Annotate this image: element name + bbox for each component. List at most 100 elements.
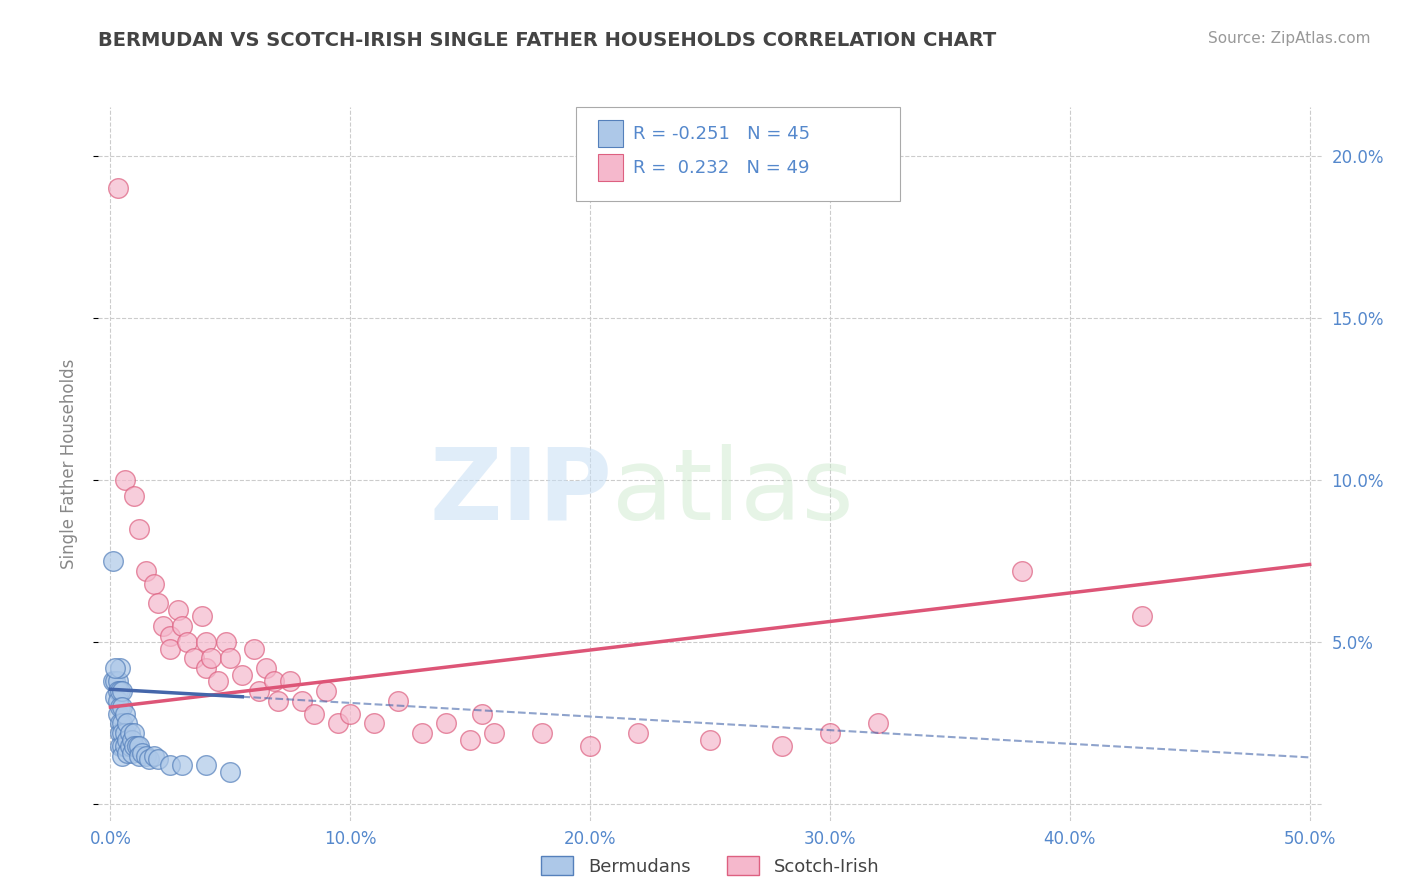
Point — [124, 739, 146, 753]
Point — [128, 522, 150, 536]
Legend: Bermudans, Scotch-Irish: Bermudans, Scotch-Irish — [534, 849, 886, 883]
Point — [263, 674, 285, 689]
Point — [172, 619, 194, 633]
Point — [135, 564, 157, 578]
Point — [107, 674, 129, 689]
Point — [104, 661, 127, 675]
Point — [108, 661, 131, 675]
Point — [267, 693, 290, 707]
Point — [190, 609, 212, 624]
Point — [770, 739, 793, 753]
Point — [128, 739, 150, 753]
Point — [115, 732, 138, 747]
Point — [108, 739, 131, 753]
Point — [114, 739, 136, 753]
Text: ZIP: ZIP — [429, 444, 612, 541]
Point — [195, 661, 218, 675]
Point — [207, 674, 229, 689]
Point — [579, 739, 602, 753]
Text: BERMUDAN VS SCOTCH-IRISH SINGLE FATHER HOUSEHOLDS CORRELATION CHART: BERMUDAN VS SCOTCH-IRISH SINGLE FATHER H… — [98, 31, 997, 50]
Point — [107, 181, 129, 195]
Point — [219, 764, 242, 779]
Point — [148, 752, 170, 766]
Point — [131, 746, 153, 760]
Point — [111, 684, 134, 698]
Point — [172, 758, 194, 772]
Point — [195, 758, 218, 772]
Point — [627, 726, 650, 740]
Y-axis label: Single Father Households: Single Father Households — [59, 359, 77, 569]
Point — [411, 726, 433, 740]
Point — [114, 706, 136, 721]
Point — [159, 641, 181, 656]
Point — [471, 706, 494, 721]
Point — [315, 684, 337, 698]
Point — [104, 690, 127, 705]
Point — [699, 732, 721, 747]
Point — [114, 726, 136, 740]
Point — [108, 684, 131, 698]
Point — [108, 700, 131, 714]
Point — [121, 732, 143, 747]
Text: R = -0.251   N = 45: R = -0.251 N = 45 — [633, 125, 810, 143]
Point — [142, 577, 165, 591]
Point — [101, 554, 124, 568]
Point — [138, 752, 160, 766]
Point — [115, 746, 138, 760]
Point — [434, 716, 457, 731]
Point — [111, 748, 134, 763]
Point — [166, 603, 188, 617]
Point — [159, 758, 181, 772]
Point — [818, 726, 841, 740]
Point — [107, 693, 129, 707]
Point — [243, 641, 266, 656]
Point — [195, 635, 218, 649]
Point — [107, 684, 129, 698]
Point — [328, 716, 350, 731]
Text: R =  0.232   N = 49: R = 0.232 N = 49 — [633, 159, 810, 177]
Point — [363, 716, 385, 731]
Point — [104, 674, 127, 689]
Point — [214, 635, 236, 649]
Point — [124, 489, 146, 503]
Point — [247, 684, 270, 698]
Point — [121, 746, 143, 760]
Point — [183, 651, 205, 665]
Point — [231, 667, 253, 681]
Point — [135, 748, 157, 763]
Point — [1011, 564, 1033, 578]
Text: Source: ZipAtlas.com: Source: ZipAtlas.com — [1208, 31, 1371, 46]
Point — [152, 619, 174, 633]
Point — [531, 726, 554, 740]
Point — [254, 661, 277, 675]
Point — [108, 726, 131, 740]
Point — [278, 674, 301, 689]
Point — [115, 716, 138, 731]
Point — [125, 739, 148, 753]
Text: atlas: atlas — [612, 444, 853, 541]
Point — [866, 716, 889, 731]
Point — [108, 716, 131, 731]
Point — [291, 693, 314, 707]
Point — [101, 674, 124, 689]
Point — [482, 726, 505, 740]
Point — [304, 706, 326, 721]
Point — [111, 739, 134, 753]
Point — [219, 651, 242, 665]
Point — [107, 706, 129, 721]
Point — [118, 739, 141, 753]
Point — [200, 651, 222, 665]
Point — [148, 596, 170, 610]
Point — [128, 748, 150, 763]
Point — [339, 706, 361, 721]
Point — [111, 700, 134, 714]
Point — [118, 726, 141, 740]
Point — [387, 693, 409, 707]
Point — [142, 748, 165, 763]
Point — [1130, 609, 1153, 624]
Point — [124, 726, 146, 740]
Point — [111, 726, 134, 740]
Point — [114, 473, 136, 487]
Point — [458, 732, 481, 747]
Point — [159, 629, 181, 643]
